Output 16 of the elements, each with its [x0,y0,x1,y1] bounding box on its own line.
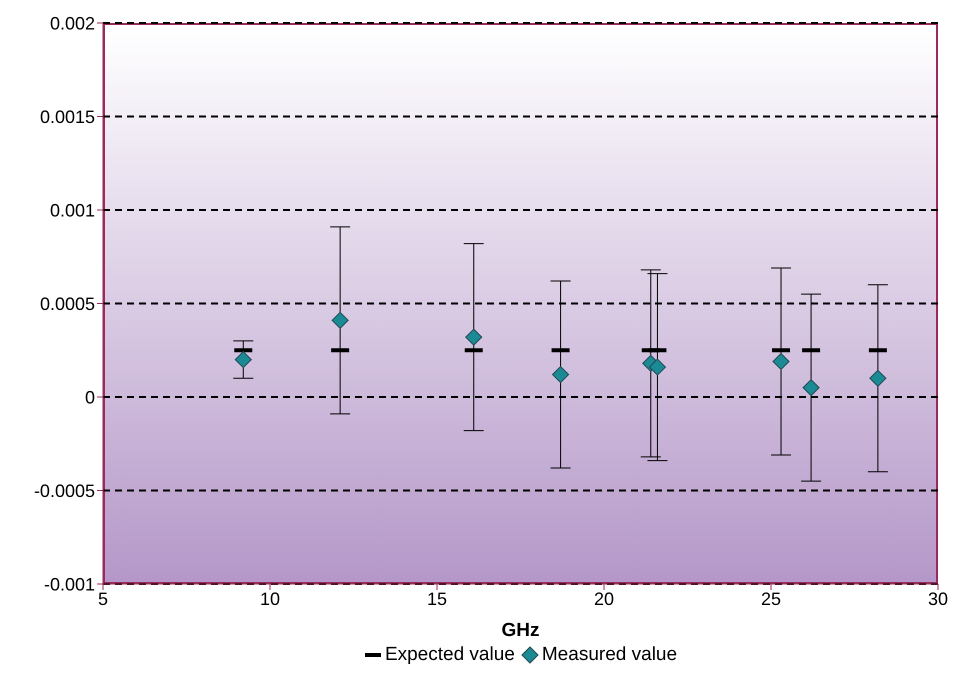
y-tick-label: -0.001 [44,574,95,594]
y-tick-label: 0.0005 [40,294,95,314]
y-tick-label: 0.001 [50,200,95,220]
y-tick-label: 0.0015 [40,106,95,127]
legend-label: Expected value [384,644,515,666]
x-tick-label: 30 [928,588,948,609]
legend-label: Measured value [542,644,678,666]
x-tick-label: 5 [98,588,108,609]
x-tick-label: 20 [594,588,614,609]
y-tick-label: 0 [84,387,95,408]
y-tick-label: -0.0005 [34,480,95,501]
x-tick-label: 15 [426,588,448,609]
x-tick-label: 25 [760,588,782,609]
x-axis-title: GHz [502,620,540,641]
y-tick-label: 0.002 [50,13,95,34]
x-tick-label: 10 [260,588,280,609]
